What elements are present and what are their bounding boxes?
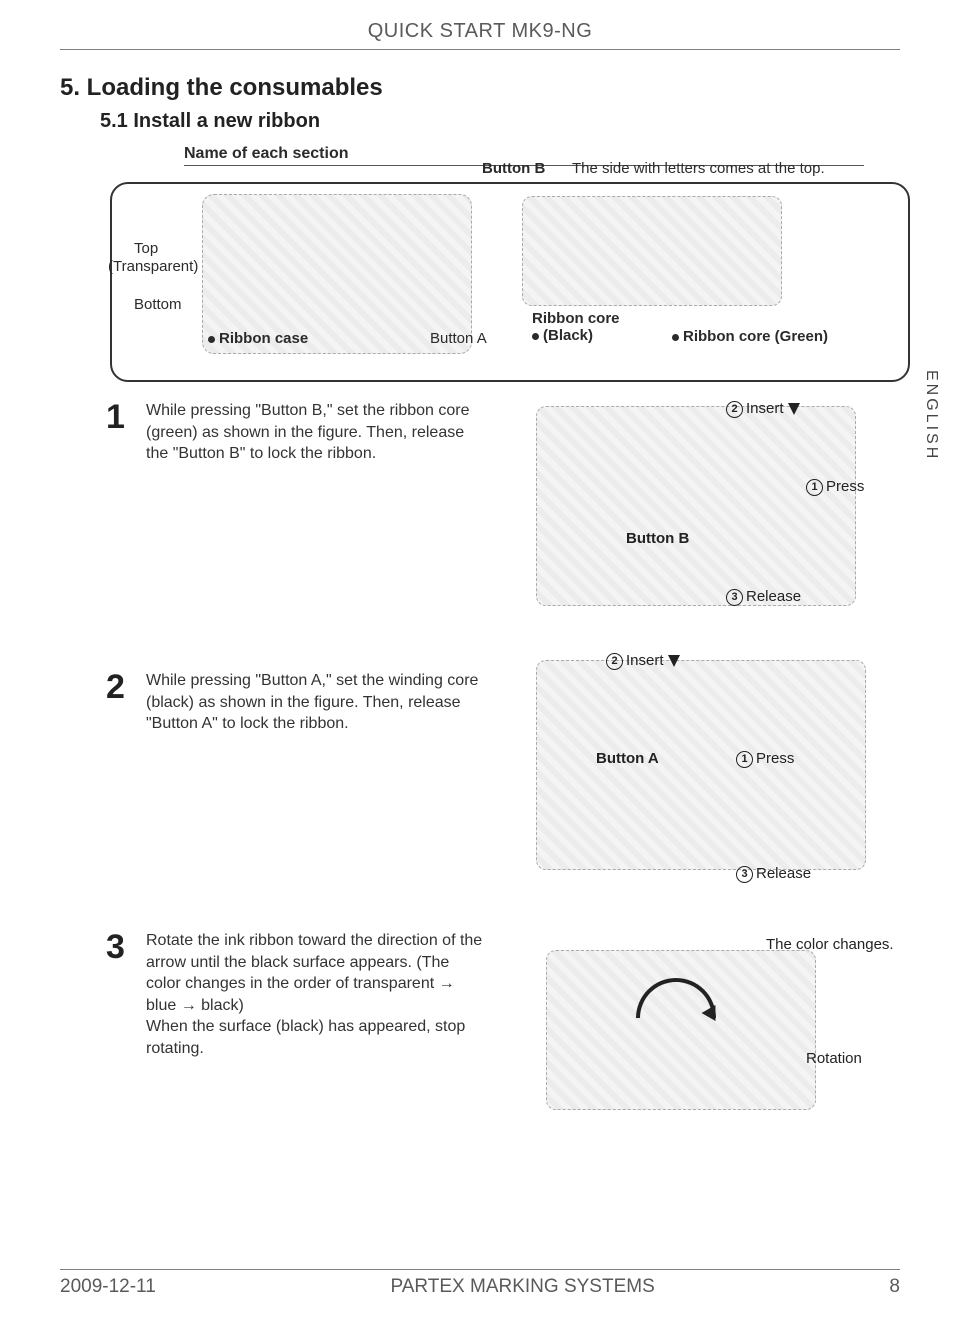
page-footer: 2009-12-11 PARTEX MARKING SYSTEMS 8 (60, 1269, 900, 1298)
step-1-number: 1 (106, 400, 136, 630)
step-2: 2 While pressing "Button A," set the win… (106, 670, 900, 900)
step-1-insert-callout: 2Insert (726, 400, 800, 418)
press-text: Press (826, 478, 864, 495)
step-1-press-callout: 1Press (806, 478, 864, 496)
step-3: 3 Rotate the ink ribbon toward the direc… (106, 930, 900, 1120)
step-1-illustration (536, 406, 856, 606)
step-2-press-callout: 1Press (736, 750, 794, 768)
ribbon-case-text: Ribbon case (219, 330, 308, 347)
step-3-figure: The color changes. Rotation (496, 930, 900, 1120)
release-text-2: Release (756, 865, 811, 882)
subsection-heading: 5.1 Install a new ribbon (100, 110, 900, 133)
step-2-text: While pressing "Button A," set the windi… (146, 670, 486, 900)
ribbon-core-black-l1: Ribbon core (532, 310, 620, 327)
step-1-text: While pressing "Button B," set the ribbo… (146, 400, 486, 630)
rotation-callout: Rotation (806, 1050, 862, 1067)
ribbon-cores-illustration (522, 196, 782, 306)
color-changes-callout: The color changes. (766, 936, 894, 953)
language-tab: ENGLISH (922, 370, 940, 461)
footer-rule (60, 1269, 900, 1270)
ribbon-core-green-text: Ribbon core (Green) (683, 328, 828, 345)
ribbon-core-black-l2: (Black) (543, 327, 593, 344)
header-rule (60, 49, 900, 50)
transparent-label: (Transparent) (108, 258, 198, 275)
step-1: 1 While pressing "Button B," set the rib… (106, 400, 900, 630)
footer-date: 2009-12-11 (60, 1276, 156, 1298)
header-title: QUICK START MK9-NG (60, 20, 900, 43)
section-heading: 5. Loading the consumables (60, 74, 900, 102)
step-2-figure: 2Insert Button A 1Press 3Release (496, 670, 900, 900)
release-text: Release (746, 588, 801, 605)
insert-text: Insert (746, 400, 784, 417)
step-1-release-callout: 3Release (726, 588, 801, 606)
step-2-illustration (536, 660, 866, 870)
step-3-number: 3 (106, 930, 136, 1120)
step-2-release-callout: 3Release (736, 865, 811, 883)
footer-brand: PARTEX MARKING SYSTEMS (390, 1276, 654, 1298)
step-1-button-b: Button B (626, 530, 689, 547)
bottom-label: Bottom (134, 296, 182, 313)
step-2-button-a: Button A (596, 750, 659, 767)
footer-page-number: 8 (889, 1276, 900, 1298)
step-2-number: 2 (106, 670, 136, 900)
button-a-label: Button A (430, 330, 487, 347)
step-1-figure: 2Insert 1Press Button B 3Release (496, 400, 900, 630)
ribbon-case-label: Ribbon case (208, 330, 308, 347)
step-3-text: Rotate the ink ribbon toward the directi… (146, 930, 486, 1120)
side-letters-note: The side with letters comes at the top. (572, 160, 825, 177)
parts-diagram: Button B The side with letters comes at … (110, 182, 910, 382)
step-2-insert-callout: 2Insert (606, 652, 680, 670)
top-label: Top (134, 240, 158, 257)
ribbon-core-green-label: Ribbon core (Green) (672, 328, 828, 345)
button-b-label: Button B (482, 160, 545, 177)
insert-text-2: Insert (626, 652, 664, 669)
step-3-illustration (546, 950, 816, 1110)
press-text-2: Press (756, 750, 794, 767)
